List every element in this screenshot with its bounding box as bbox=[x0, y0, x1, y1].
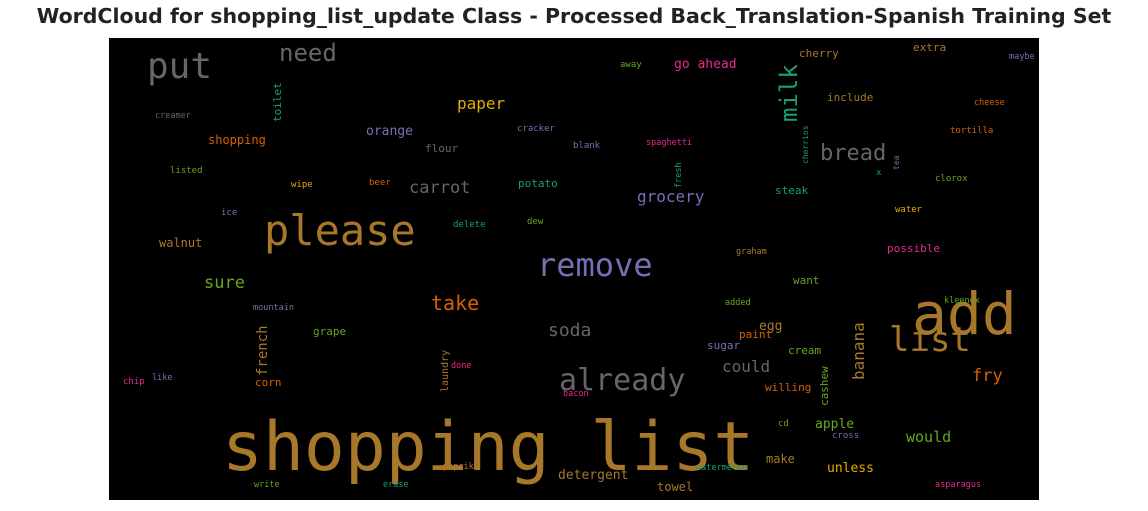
word-include: include bbox=[827, 91, 873, 104]
word-tea: tea bbox=[892, 155, 901, 170]
word-would: would bbox=[906, 428, 951, 446]
word-walnut: walnut bbox=[159, 236, 202, 250]
word-away: away bbox=[620, 60, 642, 70]
word-orange: orange bbox=[366, 124, 413, 139]
word-fry: fry bbox=[972, 366, 1003, 386]
word-french: french bbox=[255, 325, 271, 376]
word-like: like bbox=[152, 373, 172, 383]
word-erase: erase bbox=[383, 480, 409, 490]
word-shopping: shopping bbox=[208, 133, 266, 147]
word-added: added bbox=[725, 298, 751, 308]
word-maybe: maybe bbox=[1009, 52, 1035, 62]
word-delete: delete bbox=[453, 220, 486, 230]
word-cherrios: cherrios bbox=[801, 125, 810, 164]
word-clorox: clorox bbox=[935, 174, 968, 184]
chart-title: WordCloud for shopping_list_update Class… bbox=[36, 4, 1112, 28]
word-paper: paper bbox=[457, 94, 506, 113]
word-could: could bbox=[722, 357, 770, 376]
word-add: add bbox=[912, 280, 1017, 348]
word-cd: cd bbox=[778, 419, 789, 429]
word-dew: dew bbox=[527, 217, 544, 227]
word-tortilla: tortilla bbox=[950, 126, 993, 136]
word-grape: grape bbox=[313, 325, 346, 338]
word-detergent: detergent bbox=[558, 468, 628, 483]
word-steak: steak bbox=[775, 184, 808, 197]
word-kleenex: kleenex bbox=[944, 296, 980, 306]
word-flour: flour bbox=[425, 142, 458, 155]
word-paint: paint bbox=[739, 328, 772, 341]
word-write: write bbox=[254, 480, 280, 490]
word-shopping-list: shopping list bbox=[222, 408, 754, 487]
word-put: put bbox=[147, 46, 212, 87]
word-bread: bread bbox=[820, 141, 886, 166]
word-cross: cross bbox=[832, 431, 859, 441]
word-remove: remove bbox=[537, 246, 653, 284]
word-potato: potato bbox=[518, 177, 558, 190]
word-carrot: carrot bbox=[409, 178, 470, 198]
word-egg: egg bbox=[759, 319, 782, 334]
word-please: please bbox=[264, 206, 416, 255]
word-ice: ice bbox=[221, 208, 237, 218]
word-milk: milk bbox=[775, 64, 803, 122]
word-wipe: wipe bbox=[291, 180, 313, 190]
word-cracker: cracker bbox=[517, 124, 556, 134]
word-mountain: mountain bbox=[253, 303, 294, 313]
word-beer: beer bbox=[369, 178, 391, 188]
word-possible: possible bbox=[887, 242, 940, 255]
word-bacon: bacon bbox=[563, 389, 589, 399]
word-laundry: laundry bbox=[440, 350, 451, 392]
wordcloud-svg: shopping list add please remove already list p… bbox=[123, 39, 1035, 494]
word-extra: extra bbox=[913, 41, 946, 54]
word-graham: graham bbox=[736, 247, 767, 257]
word-soda: soda bbox=[548, 320, 591, 341]
word-creamer: creamer bbox=[155, 111, 191, 121]
word-make: make bbox=[766, 452, 795, 466]
word-x: x bbox=[876, 168, 882, 178]
word-willing: willing bbox=[765, 381, 811, 394]
word-toilet: toilet bbox=[271, 82, 284, 122]
word-already: already bbox=[559, 363, 685, 398]
word-sugar: sugar bbox=[707, 339, 740, 352]
word-listed: listed bbox=[170, 166, 203, 176]
word-blank: blank bbox=[573, 141, 601, 151]
word-need: need bbox=[279, 39, 337, 67]
word-spaghetti: spaghetti bbox=[646, 138, 692, 148]
word-banana: banana bbox=[849, 322, 868, 380]
word-water: water bbox=[895, 205, 923, 215]
word-cherry: cherry bbox=[799, 47, 839, 60]
word-unless: unless bbox=[827, 461, 874, 476]
word-apple: apple bbox=[815, 417, 854, 432]
word-done: done bbox=[451, 361, 471, 371]
word-go-ahead: go ahead bbox=[674, 57, 737, 72]
word-cheese: cheese bbox=[974, 98, 1005, 108]
word-want: want bbox=[793, 274, 820, 287]
word-corn: corn bbox=[255, 376, 282, 389]
wordcloud-canvas: shopping list add please remove already list p… bbox=[109, 38, 1039, 500]
word-paprika: paprika bbox=[443, 462, 479, 472]
word-take: take bbox=[431, 291, 479, 315]
word-sure: sure bbox=[204, 273, 245, 293]
word-fresh: fresh bbox=[674, 162, 684, 188]
word-cream: cream bbox=[788, 344, 821, 357]
word-towel: towel bbox=[657, 480, 693, 494]
word-asparagus: asparagus bbox=[935, 480, 981, 490]
word-grocery: grocery bbox=[637, 187, 705, 206]
word-list: list bbox=[889, 320, 971, 360]
word-cashew: cashew bbox=[818, 366, 831, 406]
word-watermelon: watermelon bbox=[696, 463, 747, 473]
word-chip: chip bbox=[123, 377, 145, 387]
